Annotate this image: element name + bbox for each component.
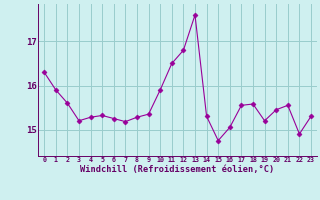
X-axis label: Windchill (Refroidissement éolien,°C): Windchill (Refroidissement éolien,°C) — [80, 165, 275, 174]
